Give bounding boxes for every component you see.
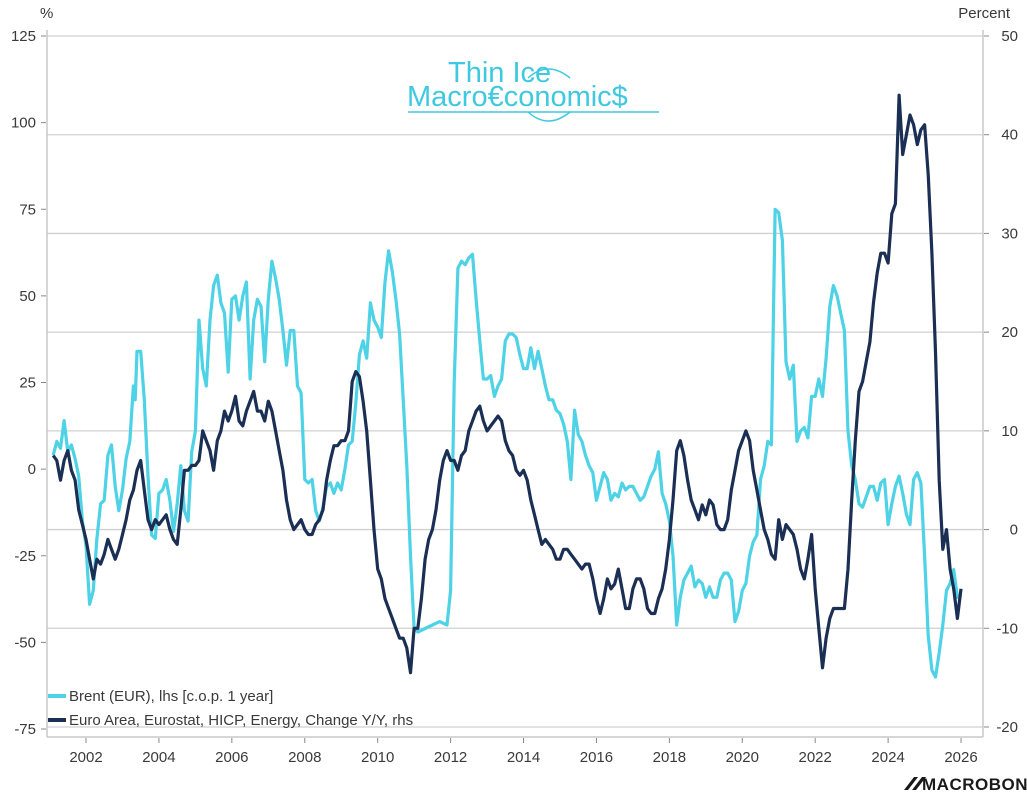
left-tick-label: -25: [14, 548, 36, 565]
x-tick-label: 2016: [580, 749, 613, 766]
left-tick-label: -75: [14, 721, 36, 738]
left-tick-label: 25: [19, 375, 36, 392]
logo-arc-icon: [527, 68, 571, 79]
axes: [46, 30, 984, 738]
x-tick-label: 2004: [142, 749, 175, 766]
left-tick-label: -50: [14, 634, 36, 651]
right-tick-label: 0: [1010, 522, 1018, 539]
x-tick-label: 2020: [726, 749, 759, 766]
series-line-brent: [51, 207, 961, 679]
right-tick-label: 10: [1001, 423, 1018, 440]
x-tick-label: 2014: [507, 749, 540, 766]
legend-swatch-hicp: [48, 718, 66, 722]
right-tick-label: -10: [996, 620, 1018, 637]
left-tick-label: 100: [11, 115, 36, 132]
x-tick-label: 2010: [361, 749, 394, 766]
left-tick-label: 0: [28, 461, 36, 478]
right-axis-ticks: 50 40 30 20 10 0 -10 -20: [984, 28, 1018, 736]
left-tick-label: 50: [19, 288, 36, 305]
logo-line-2: Macro€conomic$: [407, 81, 628, 113]
right-tick-label: 50: [1001, 28, 1018, 45]
series-group: [51, 93, 963, 679]
right-tick-label: 40: [1001, 127, 1018, 144]
macrobond-logo-icon: [904, 777, 926, 790]
x-tick-label: 2018: [653, 749, 686, 766]
logo-arc-bottom-icon: [527, 111, 571, 122]
x-tick-label: 2002: [69, 749, 102, 766]
thin-ice-logo: Thin Ice Macro€conomic$: [407, 57, 659, 122]
left-tick-label: 75: [19, 201, 36, 218]
x-tick-label: 2006: [215, 749, 248, 766]
right-tick-label: 20: [1001, 324, 1018, 341]
left-tick-label: 125: [11, 28, 36, 45]
legend-label-hicp: Euro Area, Eurostat, HICP, Energy, Chang…: [69, 712, 413, 729]
legend-label-brent: Brent (EUR), lhs [c.o.p. 1 year]: [69, 688, 273, 705]
legend: Brent (EUR), lhs [c.o.p. 1 year] Euro Ar…: [48, 688, 413, 729]
x-tick-label: 2012: [434, 749, 467, 766]
x-tick-label: 2026: [944, 749, 977, 766]
x-tick-label: 2022: [799, 749, 832, 766]
x-tick-label: 2008: [288, 749, 321, 766]
left-axis-title: %: [40, 5, 53, 22]
right-axis-title: Percent: [958, 5, 1011, 22]
legend-swatch-brent: [48, 694, 66, 698]
right-tick-label: -20: [996, 719, 1018, 736]
macrobond-wordmark: MACROBOND: [922, 775, 1027, 794]
x-axis-ticks: 2002 2004 2006 2008 2010 2012 2014 2016 2018 2020…: [69, 738, 978, 766]
series-line-hicp-energy: [51, 93, 963, 675]
gridlines: [47, 35, 983, 728]
macrobond-branding: MACROBOND: [904, 775, 1027, 794]
right-tick-label: 30: [1001, 225, 1018, 242]
x-tick-label: 2024: [871, 749, 904, 766]
left-axis-ticks: 125 100 75 50 25 0 -25 -50 -75: [11, 28, 46, 738]
